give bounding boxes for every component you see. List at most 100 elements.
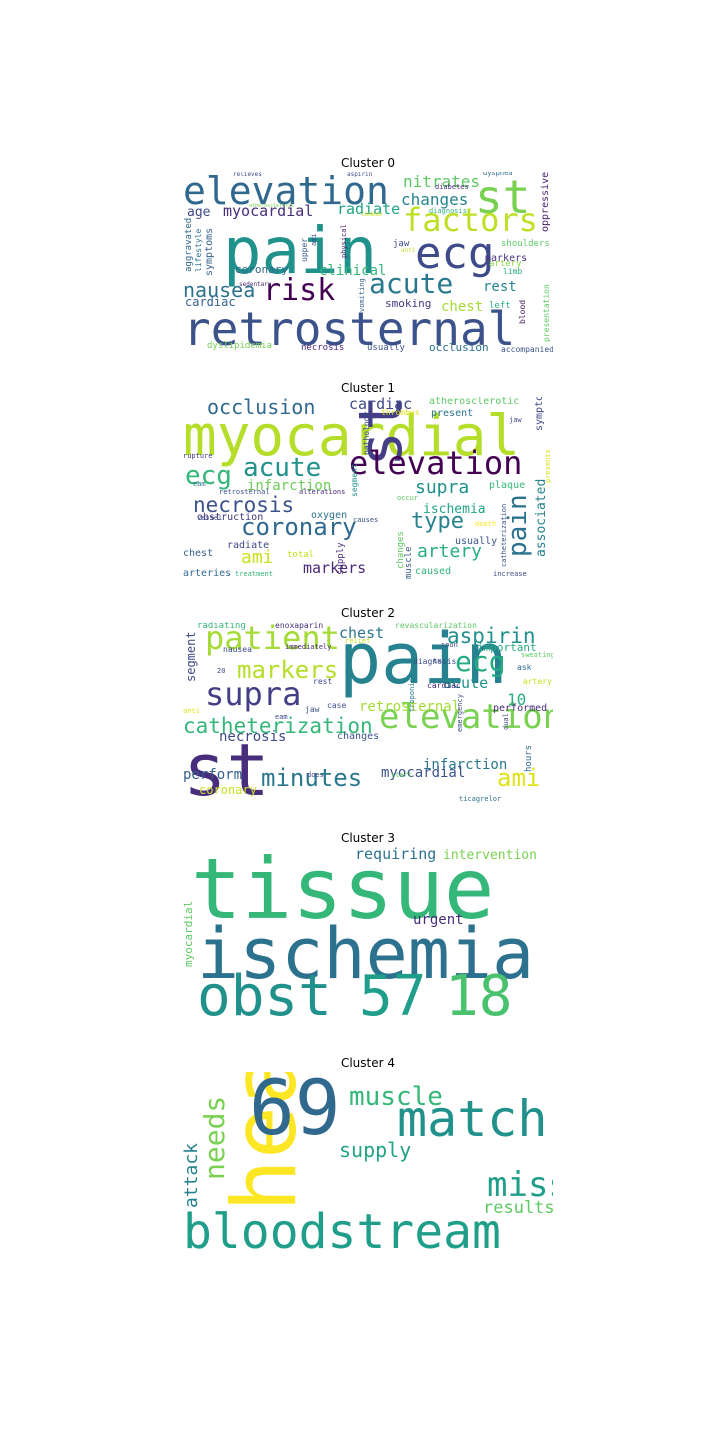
cloud-word: cardiac <box>185 295 236 309</box>
cloud-word: start <box>391 771 413 779</box>
cloud-word: aspirin <box>447 624 536 648</box>
cloud-word: st <box>183 728 270 807</box>
cloud-word: increase <box>493 570 527 578</box>
cloud-word: occur <box>397 494 419 502</box>
cloud-word: retrosternal <box>183 302 516 356</box>
cloud-word: usually <box>367 343 405 353</box>
cloud-word: 20 <box>217 667 226 675</box>
cloud-word: symptoms <box>534 397 545 431</box>
cloud-word: rupture <box>183 452 213 460</box>
cloud-word: supra <box>415 477 470 498</box>
cloud-word: chest <box>183 548 214 559</box>
cloud-word: muscle <box>404 546 414 579</box>
cloud-word: age <box>187 205 211 220</box>
cloud-word: artery <box>523 677 552 686</box>
cloud-word: 57 <box>359 964 427 1029</box>
cloud-word: presents <box>544 449 552 483</box>
cloud-word: important <box>477 641 537 654</box>
cloud-word: relief <box>345 637 371 645</box>
cloud-word: shoulders <box>501 239 550 249</box>
cloud-word: infarction <box>247 478 332 494</box>
cloud-word: soon <box>441 641 458 649</box>
cloud-word: retrosternal <box>219 488 270 496</box>
cloud-word: oxygen <box>311 510 348 521</box>
cloud-word: 69 <box>249 1072 341 1152</box>
cloud-word: total <box>287 550 315 560</box>
cluster-title: Cluster 0 <box>340 156 396 170</box>
cloud-word: jaw <box>509 416 522 424</box>
cloud-word: left <box>489 301 511 311</box>
cloud-word: oppressive <box>540 172 551 232</box>
cloud-word: arteries <box>183 568 232 579</box>
cloud-word: jaw <box>393 239 410 249</box>
cloud-word: obstruction <box>197 512 264 523</box>
cloud-word: plaque <box>489 480 526 491</box>
cloud-word: myocardial <box>223 202 314 220</box>
cluster-panel-3: Cluster 3 tissue ischemia obst 57 18 requiring… <box>183 831 553 1033</box>
cloud-word: catheterization <box>183 714 373 738</box>
cloud-word: does <box>307 771 324 779</box>
cloud-word: coronary <box>199 783 257 797</box>
cloud-word: clinical <box>319 263 387 279</box>
cloud-word: pain <box>339 622 508 700</box>
cloud-word: common <box>361 211 383 218</box>
cloud-word: treatment <box>235 570 273 578</box>
cloud-word: radiating <box>197 622 246 631</box>
cloud-word: jaw <box>305 705 320 714</box>
cloud-word: necrosis <box>193 493 295 517</box>
cloud-word: 10 <box>507 690 527 709</box>
cloud-word: causes <box>353 516 379 524</box>
cloud-word: changes <box>401 190 469 209</box>
cloud-word: requiring <box>355 847 437 863</box>
cloud-word: death <box>475 520 497 528</box>
cloud-word: 18 <box>445 964 513 1029</box>
cloud-word: changes <box>337 731 380 742</box>
cloud-word: necrosis <box>301 343 345 353</box>
cloud-word: troponins <box>408 674 416 712</box>
cloud-word: lifestyle <box>194 228 203 272</box>
cloud-word: enoxaparin <box>275 622 324 630</box>
cloud-word: pain <box>503 494 533 557</box>
cloud-word: smoking <box>385 297 432 310</box>
cloud-word: anti <box>183 707 200 715</box>
cloud-word: retrosternal <box>359 699 461 715</box>
cloud-word: ecg <box>455 645 506 678</box>
cloud-word: relieves <box>233 172 262 178</box>
cloud-word: aggravated <box>184 217 194 272</box>
cloud-word: presentation <box>542 284 551 342</box>
cloud-word: blood <box>518 299 527 324</box>
cloud-word: performed <box>493 703 548 714</box>
cluster-title: Cluster 4 <box>340 1056 396 1070</box>
cloud-word: obst <box>197 964 332 1029</box>
cluster-panel-0: Cluster 0 pain retrosternal elevation st ecg f… <box>183 156 553 358</box>
cloud-word: acute <box>443 674 489 692</box>
cloud-word: myocardial <box>381 765 466 781</box>
cloud-word: vessel <box>197 514 223 522</box>
cloud-word: factors <box>403 201 538 239</box>
cloud-word: radiate <box>227 540 270 551</box>
word-cloud: st pain elevation supra patient markers cathet… <box>183 622 553 807</box>
cloud-word: anti <box>401 247 416 254</box>
cloud-word: vomiting <box>358 278 366 312</box>
cloud-word: markers <box>237 656 339 684</box>
cloud-word: acute <box>369 267 454 300</box>
cloud-word: nausea <box>183 278 256 302</box>
cluster-panel-2: Cluster 2 st pain elevation supra patient mark… <box>183 606 553 808</box>
cloud-word: coronary <box>241 513 357 541</box>
cloud-word: limb <box>503 267 523 276</box>
cloud-word: dyspnea <box>483 172 513 177</box>
cloud-word: hours <box>524 744 534 772</box>
cloud-word: patient <box>205 622 340 657</box>
cloud-word: atherosclerotic <box>249 203 295 209</box>
cloud-word: present <box>431 408 474 419</box>
cluster-title: Cluster 3 <box>340 831 396 845</box>
cloud-word: caused <box>415 566 452 577</box>
cloud-word: coronary <box>235 263 288 276</box>
cloud-word: usually <box>455 536 498 547</box>
cloud-word: st <box>475 172 531 224</box>
cloud-word: sedentary <box>239 281 272 288</box>
cloud-word: elevation <box>379 697 553 737</box>
cloud-word: revascularization <box>395 622 477 630</box>
cloud-word: elevation <box>183 172 389 213</box>
